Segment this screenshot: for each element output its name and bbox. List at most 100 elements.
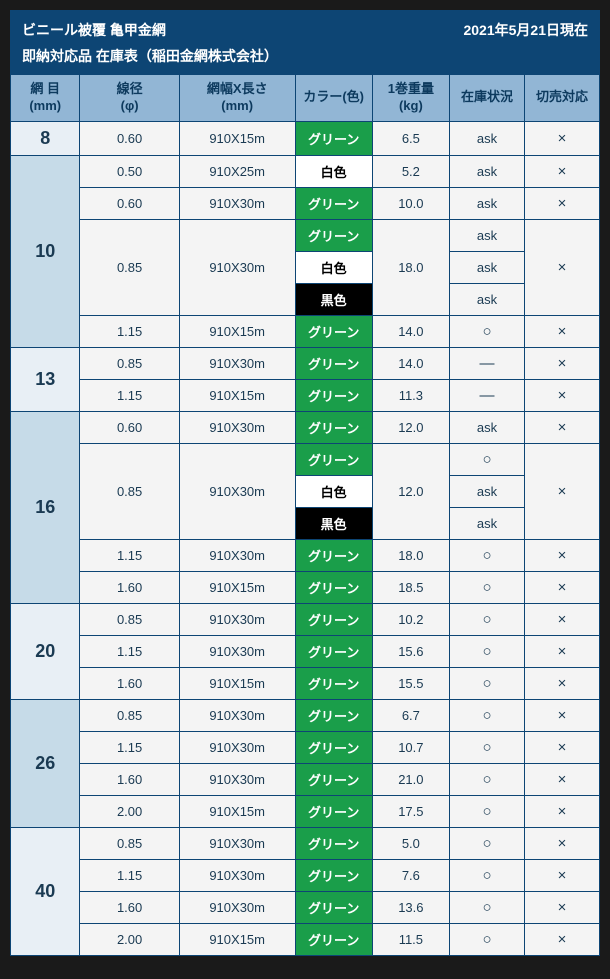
table-row: 2.00910X15mグリーン11.5 [11, 923, 600, 955]
weight-cell: 10.7 [372, 731, 449, 763]
color-cell: 白色 [295, 251, 372, 283]
dia-cell: 0.50 [80, 155, 179, 187]
table-row: 1.15910X30mグリーン10.7 [11, 731, 600, 763]
color-cell: グリーン [295, 795, 372, 827]
subtitle: 即納対応品 在庫表（稲田金網株式会社） [10, 46, 600, 74]
size-cell: 910X30m [179, 443, 295, 539]
color-cell: グリーン [295, 219, 372, 251]
size-cell: 910X30m [179, 731, 295, 763]
size-cell: 910X30m [179, 187, 295, 219]
size-cell: 910X30m [179, 763, 295, 795]
color-cell: グリーン [295, 187, 372, 219]
dia-cell: 1.15 [80, 379, 179, 411]
size-cell: 910X15m [179, 795, 295, 827]
stock-cell: ask [449, 283, 524, 315]
table-row: 0.85910X30mグリーン18.0ask [11, 219, 600, 251]
stock-cell [449, 699, 524, 731]
cut-cell [524, 121, 599, 155]
color-cell: グリーン [295, 411, 372, 443]
dia-cell: 1.15 [80, 635, 179, 667]
table-header-row: 網 目(mm)線径(φ)網幅X長さ(mm)カラー(色)1巻重量(kg)在庫状況切… [11, 75, 600, 122]
size-cell: 910X30m [179, 891, 295, 923]
size-cell: 910X15m [179, 379, 295, 411]
stock-cell [449, 347, 524, 379]
cut-cell [524, 443, 599, 539]
size-cell: 910X15m [179, 315, 295, 347]
size-cell: 910X30m [179, 347, 295, 379]
cut-cell [524, 187, 599, 219]
table-row: 200.85910X30mグリーン10.2 [11, 603, 600, 635]
color-cell: 黒色 [295, 507, 372, 539]
cut-cell [524, 859, 599, 891]
mesh-cell: 26 [11, 699, 80, 827]
weight-cell: 13.6 [372, 891, 449, 923]
color-cell: グリーン [295, 315, 372, 347]
color-cell: グリーン [295, 859, 372, 891]
mesh-cell: 10 [11, 155, 80, 347]
mesh-cell: 40 [11, 827, 80, 955]
size-cell: 910X30m [179, 539, 295, 571]
weight-cell: 5.2 [372, 155, 449, 187]
table-row: 2.00910X15mグリーン17.5 [11, 795, 600, 827]
stock-cell [449, 859, 524, 891]
size-cell: 910X15m [179, 121, 295, 155]
header-top: ビニール被覆 亀甲金網 2021年5月21日現在 [10, 10, 600, 46]
dia-cell: 0.85 [80, 603, 179, 635]
mesh-cell: 16 [11, 411, 80, 603]
color-cell: 白色 [295, 155, 372, 187]
color-cell: グリーン [295, 827, 372, 859]
cut-cell [524, 315, 599, 347]
title-left: ビニール被覆 亀甲金網 [22, 20, 166, 40]
color-cell: グリーン [295, 635, 372, 667]
col-header: 1巻重量(kg) [372, 75, 449, 122]
weight-cell: 12.0 [372, 411, 449, 443]
cut-cell [524, 795, 599, 827]
color-cell: グリーン [295, 667, 372, 699]
weight-cell: 11.3 [372, 379, 449, 411]
table-row: 1.60910X30mグリーン13.6 [11, 891, 600, 923]
table-row: 0.85910X30mグリーン12.0 [11, 443, 600, 475]
size-cell: 910X30m [179, 411, 295, 443]
table-row: 80.60910X15mグリーン6.5ask [11, 121, 600, 155]
color-cell: 黒色 [295, 283, 372, 315]
cut-cell [524, 827, 599, 859]
stock-cell: ask [449, 251, 524, 283]
table-row: 130.85910X30mグリーン14.0 [11, 347, 600, 379]
color-cell: 白色 [295, 475, 372, 507]
table-row: 1.15910X30mグリーン15.6 [11, 635, 600, 667]
weight-cell: 14.0 [372, 315, 449, 347]
stock-cell [449, 379, 524, 411]
cut-cell [524, 891, 599, 923]
table-row: 1.15910X30mグリーン7.6 [11, 859, 600, 891]
stock-cell: ask [449, 155, 524, 187]
stock-cell: ask [449, 475, 524, 507]
stock-cell [449, 763, 524, 795]
mesh-cell: 13 [11, 347, 80, 411]
cut-cell [524, 539, 599, 571]
dia-cell: 1.60 [80, 891, 179, 923]
stock-cell [449, 635, 524, 667]
stock-cell [449, 443, 524, 475]
dia-cell: 0.60 [80, 187, 179, 219]
weight-cell: 17.5 [372, 795, 449, 827]
dia-cell: 2.00 [80, 795, 179, 827]
stock-cell [449, 539, 524, 571]
dia-cell: 1.60 [80, 571, 179, 603]
stock-cell [449, 731, 524, 763]
stock-cell: ask [449, 507, 524, 539]
size-cell: 910X30m [179, 219, 295, 315]
stock-cell [449, 571, 524, 603]
dia-cell: 0.85 [80, 219, 179, 315]
size-cell: 910X25m [179, 155, 295, 187]
weight-cell: 18.0 [372, 539, 449, 571]
inventory-table: 網 目(mm)線径(φ)網幅X長さ(mm)カラー(色)1巻重量(kg)在庫状況切… [10, 74, 600, 956]
dia-cell: 1.60 [80, 763, 179, 795]
col-header: カラー(色) [295, 75, 372, 122]
col-header: 線径(φ) [80, 75, 179, 122]
dia-cell: 1.15 [80, 315, 179, 347]
cut-cell [524, 411, 599, 443]
table-row: 260.85910X30mグリーン6.7 [11, 699, 600, 731]
dia-cell: 2.00 [80, 923, 179, 955]
dia-cell: 1.15 [80, 731, 179, 763]
cut-cell [524, 635, 599, 667]
